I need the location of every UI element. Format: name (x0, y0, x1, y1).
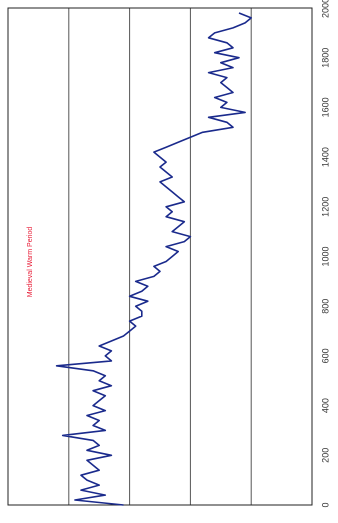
series-line (55, 12, 252, 506)
medieval-warm-period-annotation: Medieval Warm Period (27, 227, 34, 298)
x-tick-label: 800 (320, 299, 330, 314)
x-tick-label: 2000 (320, 0, 330, 18)
x-tick-label: 600 (320, 348, 330, 363)
tick-labels: 0 200 400 600 800 1000 1200 1400 1600 1800 2000 (320, 0, 330, 508)
x-tick-label: 1600 (320, 97, 330, 117)
x-tick-label: 1400 (320, 147, 330, 167)
x-tick-label: 1200 (320, 197, 330, 217)
x-tick-label: 200 (320, 448, 330, 463)
x-tick-label: 1000 (320, 246, 330, 266)
plot-frame (7, 7, 313, 506)
x-tick-label: 1800 (320, 48, 330, 68)
x-tick-label: 400 (320, 398, 330, 413)
gridlines (68, 8, 252, 505)
x-tick-label: 0 (320, 502, 330, 507)
